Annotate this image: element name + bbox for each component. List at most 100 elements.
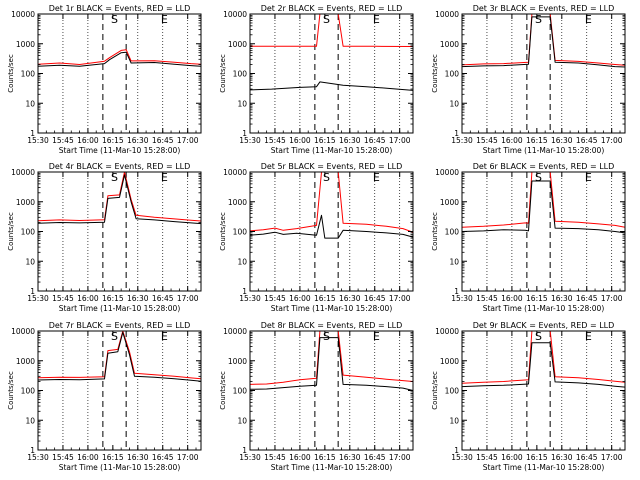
x-tick-label: 16:45 [152, 294, 174, 303]
x-tick-label: 16:45 [152, 136, 174, 145]
x-tick-label: 15:30 [239, 136, 261, 145]
y-tick-label: 10000 [223, 327, 247, 336]
y-tick-label: 10 [25, 416, 35, 425]
x-tick-label: 15:45 [476, 136, 498, 145]
x-axis-label: Start Time (11-Mar-10 15:28:00) [271, 146, 393, 155]
y-tick-label: 10 [237, 416, 247, 425]
black-series-line [249, 214, 414, 239]
marker-e-label: E [585, 13, 592, 26]
y-tick-label: 10 [237, 257, 247, 266]
x-tick-label: 15:45 [52, 136, 74, 145]
panel-title: Det 6r BLACK = Events, RED = LLD [473, 162, 615, 171]
x-tick-label: 17:00 [177, 453, 199, 462]
x-tick-label: 16:30 [551, 294, 573, 303]
x-tick-label: 17:00 [177, 294, 199, 303]
panel-title: Det 9r BLACK = Events, RED = LLD [473, 321, 615, 330]
red-series-line [249, 330, 414, 385]
y-tick-label: 1000 [228, 198, 247, 207]
x-tick-label: 15:30 [451, 453, 473, 462]
y-axis-label: Counts/sec [219, 54, 227, 93]
y-tick-label: 10000 [435, 327, 459, 336]
marker-e-label: E [373, 330, 380, 343]
x-tick-label: 16:45 [364, 294, 386, 303]
x-tick-label: 15:30 [451, 294, 473, 303]
panel-title: Det 3r BLACK = Events, RED = LLD [473, 4, 615, 13]
y-tick-label: 10000 [435, 10, 459, 19]
y-tick-label: 1000 [228, 357, 247, 366]
black-series-line [461, 180, 626, 234]
x-tick-label: 15:45 [264, 136, 286, 145]
x-tick-label: 16:15 [102, 453, 124, 462]
x-axis-label: Start Time (11-Mar-10 15:28:00) [59, 304, 181, 313]
y-axis-label: Counts/sec [431, 54, 439, 93]
marker-s-label: S [535, 171, 542, 184]
x-tick-label: 16:00 [77, 294, 99, 303]
y-tick-label: 100 [233, 70, 248, 79]
plot-frame [461, 171, 626, 292]
marker-e-label: E [161, 330, 168, 343]
y-tick-label: 1 [30, 129, 35, 138]
black-series-line [461, 16, 626, 68]
marker-e-label: E [161, 13, 168, 26]
y-tick-label: 1 [30, 446, 35, 455]
x-axis-label: Start Time (11-Mar-10 15:28:00) [271, 304, 393, 313]
x-tick-label: 16:15 [526, 453, 548, 462]
y-axis-label: Counts/sec [431, 212, 439, 251]
panel-title: Det 2r BLACK = Events, RED = LLD [261, 4, 403, 13]
marker-e-label: E [161, 171, 168, 184]
y-axis-label: Counts/sec [7, 54, 15, 93]
y-tick-label: 10 [449, 99, 459, 108]
marker-s-label: S [111, 330, 118, 343]
y-tick-label: 100 [21, 70, 36, 79]
x-tick-label: 16:30 [339, 136, 361, 145]
x-tick-label: 17:00 [389, 453, 411, 462]
y-tick-label: 100 [445, 228, 460, 237]
x-tick-label: 16:00 [501, 136, 523, 145]
marker-s-label: S [111, 13, 118, 26]
x-tick-label: 15:45 [264, 453, 286, 462]
panel-title: Det 7r BLACK = Events, RED = LLD [49, 321, 191, 330]
x-axis-label: Start Time (11-Mar-10 15:28:00) [271, 463, 393, 472]
y-tick-label: 100 [21, 387, 36, 396]
x-tick-label: 16:00 [289, 294, 311, 303]
x-tick-label: 16:30 [127, 294, 149, 303]
x-tick-label: 17:00 [601, 294, 623, 303]
x-tick-label: 17:00 [389, 136, 411, 145]
plot-frame [461, 330, 626, 451]
x-tick-label: 16:15 [314, 294, 336, 303]
x-tick-label: 16:15 [314, 136, 336, 145]
red-series-line [249, 171, 414, 233]
red-series-line [461, 330, 626, 384]
x-tick-label: 15:30 [451, 136, 473, 145]
plot-frame [461, 13, 626, 134]
x-tick-label: 16:15 [526, 294, 548, 303]
plot-frame [249, 330, 414, 451]
marker-e-label: E [373, 171, 380, 184]
x-tick-label: 15:45 [264, 294, 286, 303]
x-tick-label: 15:45 [52, 294, 74, 303]
x-tick-label: 15:30 [239, 294, 261, 303]
y-tick-label: 10000 [11, 168, 35, 177]
marker-s-label: S [535, 330, 542, 343]
x-tick-label: 17:00 [601, 136, 623, 145]
x-tick-label: 17:00 [177, 136, 199, 145]
red-series-line [461, 13, 626, 66]
x-tick-label: 16:45 [364, 136, 386, 145]
x-tick-label: 15:30 [27, 136, 49, 145]
x-tick-label: 16:00 [77, 136, 99, 145]
plot-frame [37, 13, 202, 134]
y-tick-label: 1000 [16, 357, 35, 366]
y-tick-label: 1 [242, 129, 247, 138]
panel-title: Det 8r BLACK = Events, RED = LLD [261, 321, 403, 330]
plot-frame [37, 330, 202, 451]
x-axis-label: Start Time (11-Mar-10 15:28:00) [483, 463, 605, 472]
y-tick-label: 1000 [16, 198, 35, 207]
marker-s-label: S [111, 171, 118, 184]
y-tick-label: 1000 [16, 40, 35, 49]
